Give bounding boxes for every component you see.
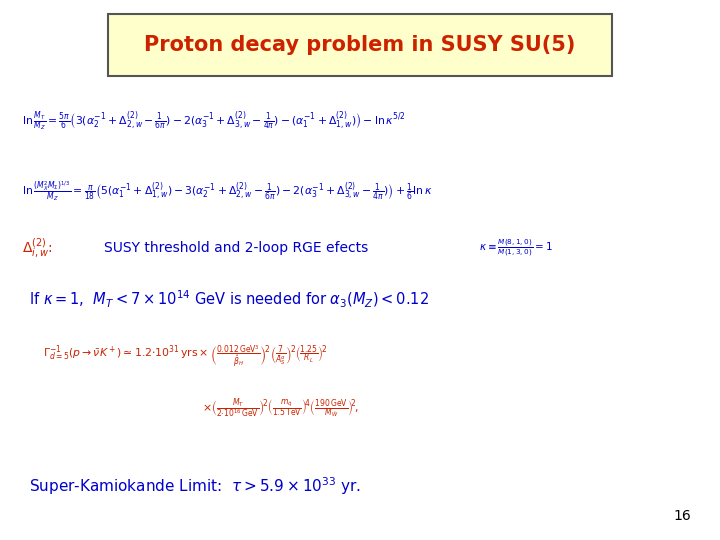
Text: Super-Kamiokande Limit:  $\tau > 5.9 \times 10^{33}$ yr.: Super-Kamiokande Limit: $\tau > 5.9 \tim… <box>29 475 361 497</box>
FancyBboxPatch shape <box>108 14 612 76</box>
Text: $\ln \frac{(M_X^2 M_\Sigma)^{1/3}}{M_Z} = \frac{\pi}{18} \left( 5(\alpha_1^{-1} : $\ln \frac{(M_X^2 M_\Sigma)^{1/3}}{M_Z} … <box>22 180 432 204</box>
Text: Proton decay problem in SUSY SU(5): Proton decay problem in SUSY SU(5) <box>144 35 576 55</box>
Text: $\Delta^{(2)}_{i,w}$:: $\Delta^{(2)}_{i,w}$: <box>22 237 53 260</box>
Text: $\ln \frac{M_T}{M_Z} = \frac{5\pi}{6} \left( 3(\alpha_2^{-1} + \Delta^{(2)}_{2,w: $\ln \frac{M_T}{M_Z} = \frac{5\pi}{6} \l… <box>22 110 405 133</box>
Text: $\times \left(\frac{M_T}{2{\cdot}10^{16}\,\mathrm{GeV}}\right)^{\!2} \left(\frac: $\times \left(\frac{M_T}{2{\cdot}10^{16}… <box>202 396 359 420</box>
Text: SUSY threshold and 2-loop RGE efects: SUSY threshold and 2-loop RGE efects <box>104 241 369 255</box>
Text: $\Gamma^{-1}_{d=5}(p \to \bar{\nu} K^+) \simeq 1.2{\cdot}10^{31}\,\mathrm{yrs} \: $\Gamma^{-1}_{d=5}(p \to \bar{\nu} K^+) … <box>43 343 328 369</box>
Text: $\kappa \equiv \frac{M(8,1,0)}{M(1,3,0)} = 1$: $\kappa \equiv \frac{M(8,1,0)}{M(1,3,0)}… <box>479 238 552 259</box>
Text: If $\kappa = 1$,  $M_T < 7 \times 10^{14}$ GeV is needed for $\alpha_3(M_Z) < 0.: If $\kappa = 1$, $M_T < 7 \times 10^{14}… <box>29 289 429 310</box>
Text: 16: 16 <box>673 509 691 523</box>
